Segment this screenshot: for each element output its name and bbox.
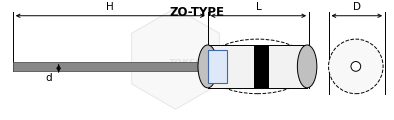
Circle shape <box>351 62 361 71</box>
Bar <box>13 62 210 71</box>
Bar <box>208 50 227 83</box>
Ellipse shape <box>204 57 219 76</box>
Text: H: H <box>106 2 114 12</box>
Ellipse shape <box>198 45 217 88</box>
Text: TOKEN: TOKEN <box>168 59 203 68</box>
Text: D: D <box>353 2 361 12</box>
Polygon shape <box>132 8 219 109</box>
Bar <box>208 45 307 88</box>
Text: ZO-TYPE: ZO-TYPE <box>169 6 225 19</box>
Bar <box>253 45 269 88</box>
Ellipse shape <box>297 45 317 88</box>
Circle shape <box>329 39 383 94</box>
Text: d: d <box>46 73 52 83</box>
Text: L: L <box>256 2 261 12</box>
